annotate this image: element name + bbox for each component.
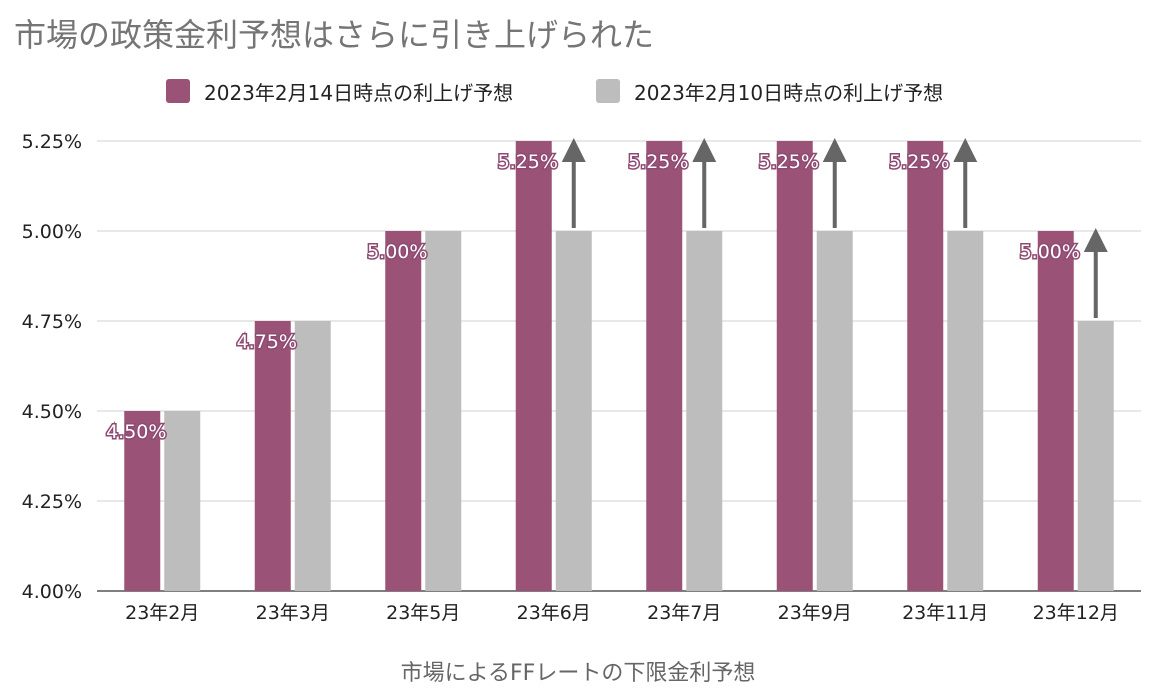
bar-series-2 (294, 321, 331, 591)
y-tick-label: 5.00% (22, 221, 82, 243)
x-tick-label: 23年3月 (256, 602, 330, 624)
data-label: 4.75% (237, 331, 297, 353)
legend: 2023年2月14日時点の利上げ予想 2023年2月10日時点の利上げ予想 (0, 74, 1156, 108)
bar-series-2 (425, 231, 462, 591)
bar-series-2 (686, 231, 723, 591)
bar-series-1 (254, 321, 291, 591)
legend-item-series-1: 2023年2月14日時点の利上げ予想 (166, 74, 513, 108)
bar-series-1 (385, 231, 422, 591)
bar-series-1 (646, 141, 683, 591)
bar-series-2 (164, 411, 201, 591)
x-tick-label: 23年12月 (1033, 602, 1119, 624)
x-tick-label: 23年5月 (386, 602, 460, 624)
x-tick-label: 23年9月 (778, 602, 852, 624)
bar-series-1 (907, 141, 944, 591)
data-label: 5.25% (889, 151, 949, 173)
x-axis-title: 市場によるFFレートの下限金利予想 (400, 661, 756, 686)
legend-swatch-series-1 (166, 79, 190, 103)
bar-series-1 (776, 141, 813, 591)
bar-series-2 (1077, 321, 1114, 591)
bar-series-2 (816, 231, 853, 591)
data-label: 5.00% (367, 241, 427, 263)
data-label: 5.25% (628, 151, 688, 173)
x-tick-label: 23年11月 (902, 602, 988, 624)
legend-swatch-series-2 (596, 79, 620, 103)
y-tick-label: 5.25% (22, 131, 82, 153)
data-label: 5.25% (498, 151, 558, 173)
x-tick-label: 23年2月 (125, 602, 199, 624)
bar-series-1 (515, 141, 552, 591)
chart-title: 市場の政策金利予想はさらに引き上げられた (14, 16, 655, 54)
bar-series-2 (555, 231, 592, 591)
bar-series-1 (124, 411, 161, 591)
legend-label-series-2: 2023年2月10日時点の利上げ予想 (634, 80, 944, 105)
legend-label-series-1: 2023年2月14日時点の利上げ予想 (204, 80, 514, 105)
x-tick-label: 23年7月 (647, 602, 721, 624)
bar-series-1 (1037, 231, 1074, 591)
y-tick-label: 4.75% (22, 311, 82, 333)
bar-series-2 (947, 231, 984, 591)
data-label: 4.50% (106, 421, 166, 443)
y-tick-label: 4.50% (22, 401, 82, 423)
y-tick-label: 4.00% (22, 581, 82, 603)
data-label: 5.00% (1020, 241, 1080, 263)
x-tick-label: 23年6月 (517, 602, 591, 624)
legend-item-series-2: 2023年2月10日時点の利上げ予想 (596, 74, 943, 108)
y-tick-label: 4.25% (22, 491, 82, 513)
data-label: 5.25% (759, 151, 819, 173)
